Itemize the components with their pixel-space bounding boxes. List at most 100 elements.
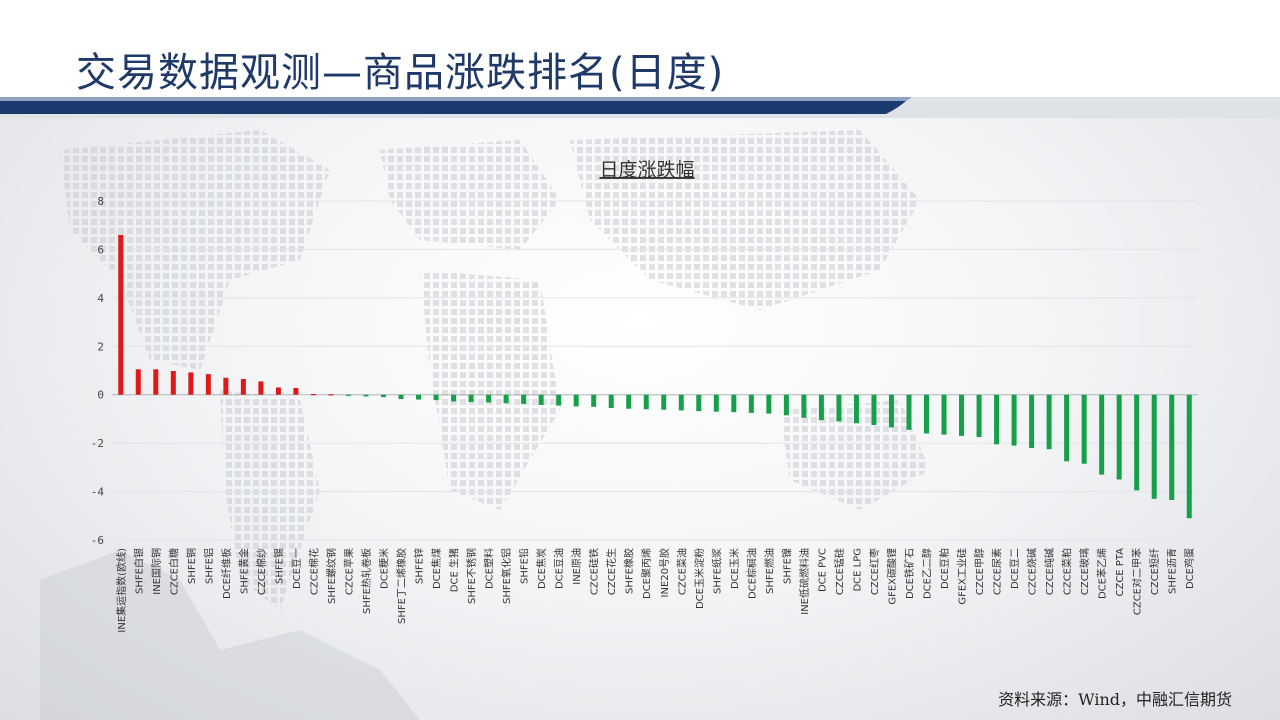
y-axis: -6 -4 -2 0 2 4 6 8	[91, 195, 105, 547]
x-tick-label: DCE PVC	[817, 548, 828, 592]
bar	[713, 394, 719, 412]
bar	[871, 394, 877, 425]
bar	[1029, 394, 1035, 448]
x-tick-label: CZCE白糖	[167, 548, 180, 595]
bar	[1099, 394, 1105, 475]
bar	[170, 370, 176, 395]
x-tick-label: CZCE甲醇	[973, 548, 986, 595]
x-tick-label: CZCE锰硅	[833, 548, 846, 595]
x-tick-label: CZCE菜油	[675, 548, 688, 595]
bar	[818, 394, 824, 421]
bar	[521, 394, 527, 404]
x-tick-label: CZCE烧碱	[1026, 548, 1039, 595]
bar	[381, 394, 386, 398]
x-tick-label: SHFE白银	[132, 548, 145, 594]
bar	[1046, 394, 1052, 450]
bar	[240, 378, 246, 395]
x-tick-label: SHFE不锈钢	[465, 548, 478, 604]
bar	[836, 394, 842, 422]
bar	[976, 394, 982, 438]
x-tick-label: CZCE对二甲苯	[1131, 548, 1144, 615]
page-title: 交易数据观测—商品涨跌排名(日度)	[76, 50, 725, 96]
x-tick-label: DCE玉米淀粉	[693, 548, 706, 609]
x-axis-labels: INE集运指数(欧线) SHFE白银 INE国际铜 CZCE白糖 SHFE铜 SHFE铝 D…	[115, 548, 1196, 633]
x-tick-label: INE集运指数(欧线)	[115, 548, 128, 633]
x-tick-label: INE国际铜	[151, 548, 163, 595]
x-tick-label: CZCE花生	[605, 548, 618, 595]
x-tick-label: SHFE沥青	[1166, 548, 1179, 594]
x-tick-label: SHFE燃油	[763, 548, 776, 594]
x-tick-label: INE原油	[570, 548, 583, 585]
x-tick-label: SHFE氧化铝	[500, 548, 513, 604]
x-tick-label: SHFE纸浆	[710, 548, 723, 594]
bar	[1011, 394, 1017, 446]
x-tick-label: DCE塑料	[483, 548, 496, 589]
bar	[959, 394, 965, 436]
x-tick-label: DCE LPG	[852, 548, 863, 592]
bar	[783, 394, 789, 416]
bar	[888, 394, 894, 428]
bars	[118, 234, 1192, 519]
bar	[468, 394, 474, 402]
x-tick-label: SHFE丁二烯橡胶	[395, 548, 408, 624]
y-tick-label: 4	[97, 292, 104, 305]
y-tick-label: 2	[97, 340, 104, 353]
bar	[1134, 394, 1140, 491]
x-tick-label: CZCE尿素	[991, 548, 1004, 595]
bar	[398, 394, 404, 400]
bar	[205, 374, 211, 395]
x-tick-label: DCE聚丙烯	[640, 548, 653, 599]
x-tick-label: DCE乙二醇	[921, 548, 934, 599]
x-tick-label: GFEX工业硅	[956, 548, 969, 605]
gridlines	[112, 200, 1198, 541]
bar	[328, 394, 334, 396]
x-tick-label: SHFE黄金	[237, 548, 250, 594]
y-tick-label: -4	[91, 486, 105, 499]
y-tick-label: -2	[91, 437, 104, 450]
x-tick-label: INE20号胶	[658, 548, 671, 597]
x-tick-label: CZCE玻璃	[1078, 548, 1091, 595]
y-tick-label: -6	[91, 534, 104, 547]
x-tick-label: DCE粳米	[378, 548, 391, 589]
bar	[258, 381, 264, 395]
bar	[275, 387, 281, 395]
bar	[1064, 394, 1070, 462]
x-tick-label: SHFE锡	[272, 548, 285, 584]
x-tick-label: SHFE锌	[413, 548, 426, 584]
x-tick-label: CZCE硅铁	[588, 548, 601, 595]
x-tick-label: CZCE菜粕	[1061, 548, 1074, 595]
bar	[1169, 394, 1175, 501]
x-tick-label: DCE焦煤	[430, 548, 443, 589]
x-tick-label: CZCE红枣	[868, 548, 881, 595]
x-tick-label: DCE玉米	[728, 548, 741, 589]
bar	[731, 394, 737, 413]
x-tick-label: GFEX碳酸锂	[885, 548, 898, 605]
x-tick-label: DCE 生猪	[448, 548, 461, 592]
x-tick-label: SHFE铝	[203, 548, 215, 584]
world-map-background	[40, 130, 930, 720]
x-tick-label: CZCE棉花	[307, 548, 320, 595]
bar	[416, 394, 422, 400]
x-tick-label: SHFE螺纹钢	[325, 548, 338, 604]
y-tick-label: 0	[97, 389, 104, 402]
y-tick-label: 8	[97, 195, 104, 208]
bar	[941, 394, 947, 435]
bar	[188, 372, 194, 395]
chart-title: 日度涨跌幅	[599, 159, 694, 181]
bar	[556, 394, 562, 406]
bar	[310, 393, 316, 396]
x-tick-label: DCE鸡蛋	[1183, 548, 1196, 589]
bar	[748, 394, 754, 413]
x-tick-label: DCE豆一	[291, 548, 303, 589]
bar	[643, 394, 649, 410]
bar	[1151, 394, 1157, 499]
bar	[608, 394, 614, 409]
header: 交易数据观测—商品涨跌排名(日度)	[0, 0, 1280, 118]
x-tick-label: CZCE短纤	[1148, 548, 1161, 595]
x-tick-label: DCE豆油	[553, 548, 566, 589]
x-tick-label: DCE纤维板	[220, 548, 233, 599]
bar	[678, 394, 684, 411]
bar	[853, 394, 859, 424]
x-tick-label: CZCE PTA	[1115, 548, 1126, 597]
